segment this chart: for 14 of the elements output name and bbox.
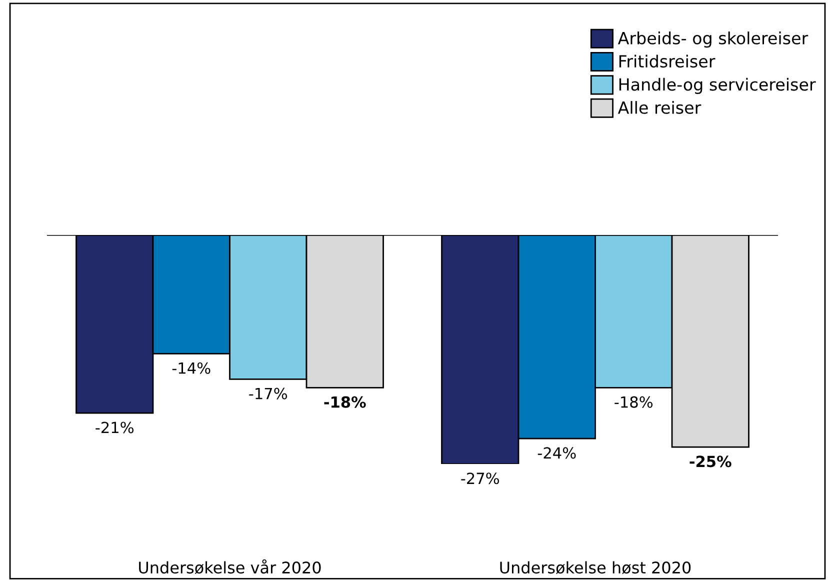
legend-label: Fritidsreiser xyxy=(619,54,716,68)
x-tick-label: Undersøkelse vår 2020 xyxy=(139,559,321,574)
data-label: -14% xyxy=(172,362,210,374)
data-label: -27% xyxy=(461,472,500,484)
legend-label: Alle reiser xyxy=(618,101,702,114)
data-label: -18% xyxy=(324,396,366,408)
legend-label: Arbeids- og skolereiser xyxy=(618,32,808,48)
data-label: -17% xyxy=(249,388,288,400)
data-label: -18% xyxy=(614,396,653,408)
legend-label: Handle-og servicereiser xyxy=(619,78,816,94)
data-label: -25% xyxy=(690,456,732,468)
x-tick-label: Undersøkelse høst 2020 xyxy=(500,561,691,574)
data-label: -24% xyxy=(538,447,576,459)
data-label: -21% xyxy=(96,422,134,434)
